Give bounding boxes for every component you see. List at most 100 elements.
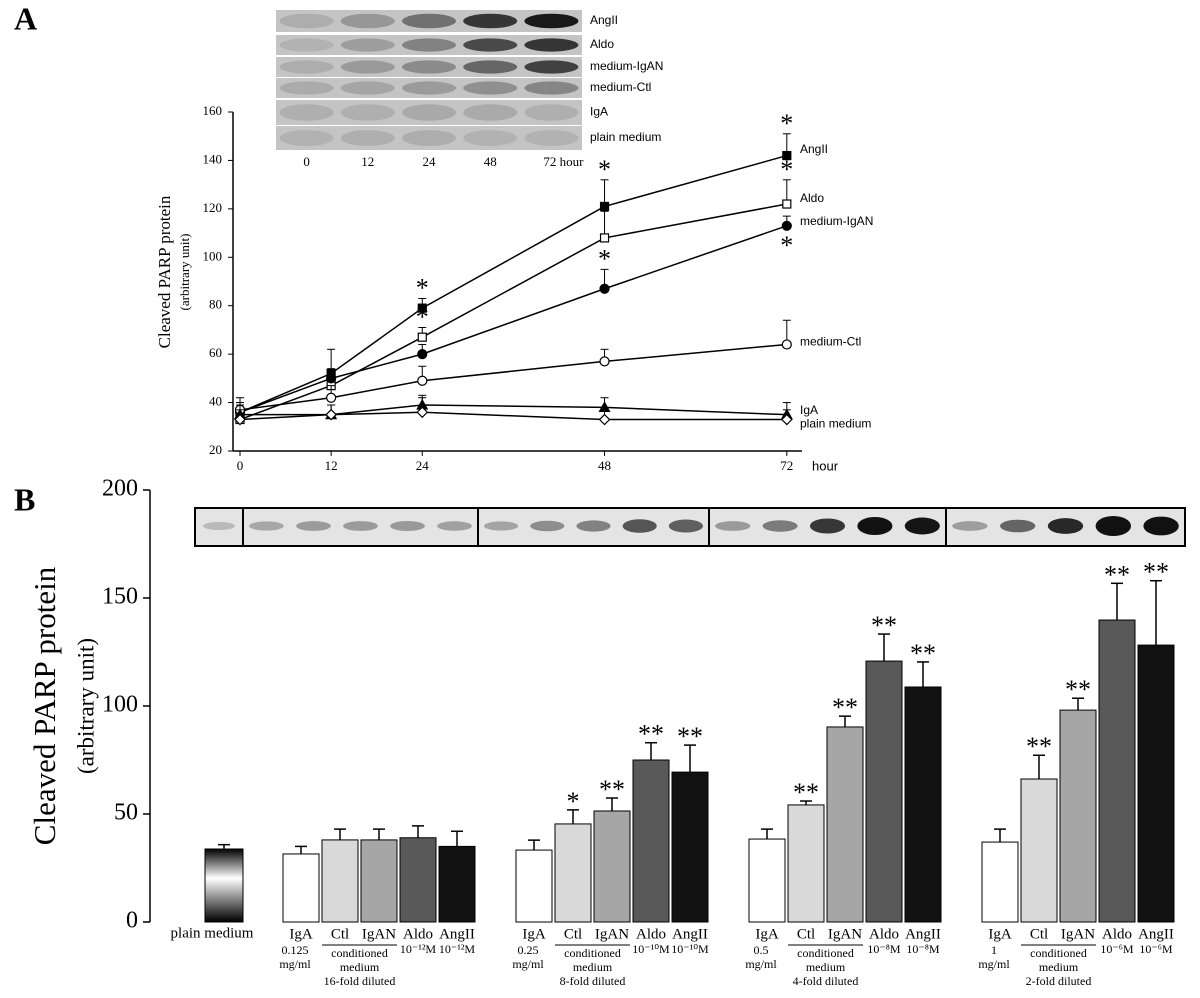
point [234, 413, 246, 426]
bar [554, 823, 592, 923]
bar [671, 771, 709, 923]
blot-band [340, 38, 395, 52]
y-tick-label: 40 [209, 394, 222, 409]
blot-lane-label: 48 [484, 154, 497, 169]
bar [826, 726, 864, 923]
blot-band [622, 519, 657, 533]
blot-band [402, 104, 456, 121]
blot-band [668, 519, 703, 533]
point [599, 233, 610, 243]
significance-mark: ** [638, 720, 664, 749]
blot-band [296, 521, 331, 531]
dose-label: mg/ml [512, 957, 544, 971]
blot-lane-label: 24 [423, 154, 437, 169]
x-tick-label: Aldo [403, 926, 433, 942]
dose-label: mg/ml [745, 957, 777, 971]
blot-label: plain medium [590, 130, 661, 144]
x-tick-label: IgA [988, 926, 1011, 942]
blot-band [390, 521, 425, 531]
point [417, 303, 427, 313]
blot-lane-label: 12 [361, 154, 374, 169]
x-tick-label: 12 [325, 458, 338, 473]
blot-band [952, 521, 988, 531]
blot-band [463, 81, 518, 95]
dose-label: mg/ml [279, 957, 311, 971]
blot-band [463, 13, 518, 29]
significance-mark: * [598, 244, 611, 273]
blot-band [524, 60, 579, 74]
significance-mark: ** [677, 722, 703, 751]
y-tick-label: 100 [102, 692, 138, 718]
dilution-label: medium [573, 960, 613, 974]
blot-label: IgA [590, 105, 608, 119]
blot-strip [276, 126, 582, 150]
y-tick-label: 160 [203, 103, 223, 118]
point [417, 332, 427, 342]
significance-mark: ** [910, 639, 936, 668]
y-tick-label: 150 [102, 584, 138, 610]
dilution-label: 2-fold diluted [1026, 974, 1092, 988]
point [780, 413, 793, 426]
dose-label: 10⁻⁶M [1139, 942, 1173, 956]
blot-band [1143, 516, 1179, 536]
blot-band [437, 521, 472, 531]
series-line [239, 154, 788, 413]
x-tick-label: AngII [1138, 926, 1174, 942]
bar [865, 660, 903, 923]
blot-band [524, 130, 579, 146]
blot-strip [276, 78, 582, 98]
x-tick-label: IgAN [362, 926, 396, 942]
x-tick-label: Ctl [331, 926, 349, 942]
panel-label: B [14, 481, 35, 517]
dose-label: 0.5 [754, 943, 769, 957]
blot-band [524, 13, 579, 29]
blot-band [762, 520, 798, 532]
x-axis-unit: hour [812, 458, 839, 473]
blot-band [904, 517, 940, 535]
y-tick-label: 140 [203, 151, 223, 166]
x-tick-label: plain medium [171, 925, 254, 941]
series-line [239, 225, 788, 413]
significance-mark: ** [1104, 560, 1130, 589]
x-tick-label: Aldo [636, 926, 666, 942]
blot-band [279, 81, 334, 95]
dilution-label: medium [340, 960, 380, 974]
blot-band [1095, 516, 1131, 536]
blot-label: medium-Ctl [590, 80, 651, 94]
blot-band [402, 130, 456, 146]
blot-band [343, 521, 378, 531]
dose-label: 0.25 [518, 943, 539, 957]
dose-label: 10⁻¹²M [439, 942, 476, 956]
blot-band [463, 104, 518, 121]
blot-band [857, 516, 893, 536]
significance-mark: * [416, 273, 429, 302]
y-tick-label: 200 [102, 476, 138, 502]
blot-band [576, 520, 611, 532]
dilution-label: 16-fold diluted [324, 974, 396, 988]
dilution-label: conditioned [1030, 946, 1087, 960]
blot-band [1047, 518, 1084, 534]
dilution-label: medium [806, 960, 846, 974]
dilution-label: conditioned [564, 946, 621, 960]
significance-mark: * [598, 155, 611, 184]
blot-band [279, 38, 334, 52]
blot-band [524, 81, 579, 95]
series-label: AngII [800, 142, 828, 156]
point [782, 150, 792, 161]
bar [787, 804, 825, 923]
panel-label: A [14, 0, 37, 36]
significance-mark: ** [793, 778, 819, 807]
y-tick-label: 80 [209, 297, 222, 312]
blot-label: Aldo [590, 37, 614, 51]
dilution-label: 4-fold diluted [793, 974, 859, 988]
x-tick-label: IgA [755, 926, 778, 942]
dose-label: 0.125 [282, 943, 309, 957]
bar [632, 759, 670, 923]
x-tick-label: Ctl [564, 926, 582, 942]
bar [981, 841, 1019, 923]
y-axis-subtitle: (arbitrary unit) [73, 638, 98, 774]
significance-mark: ** [1026, 732, 1052, 761]
x-tick-label: Aldo [869, 926, 899, 942]
y-axis-title: Cleaved PARP protein [27, 566, 62, 845]
point [598, 413, 611, 426]
